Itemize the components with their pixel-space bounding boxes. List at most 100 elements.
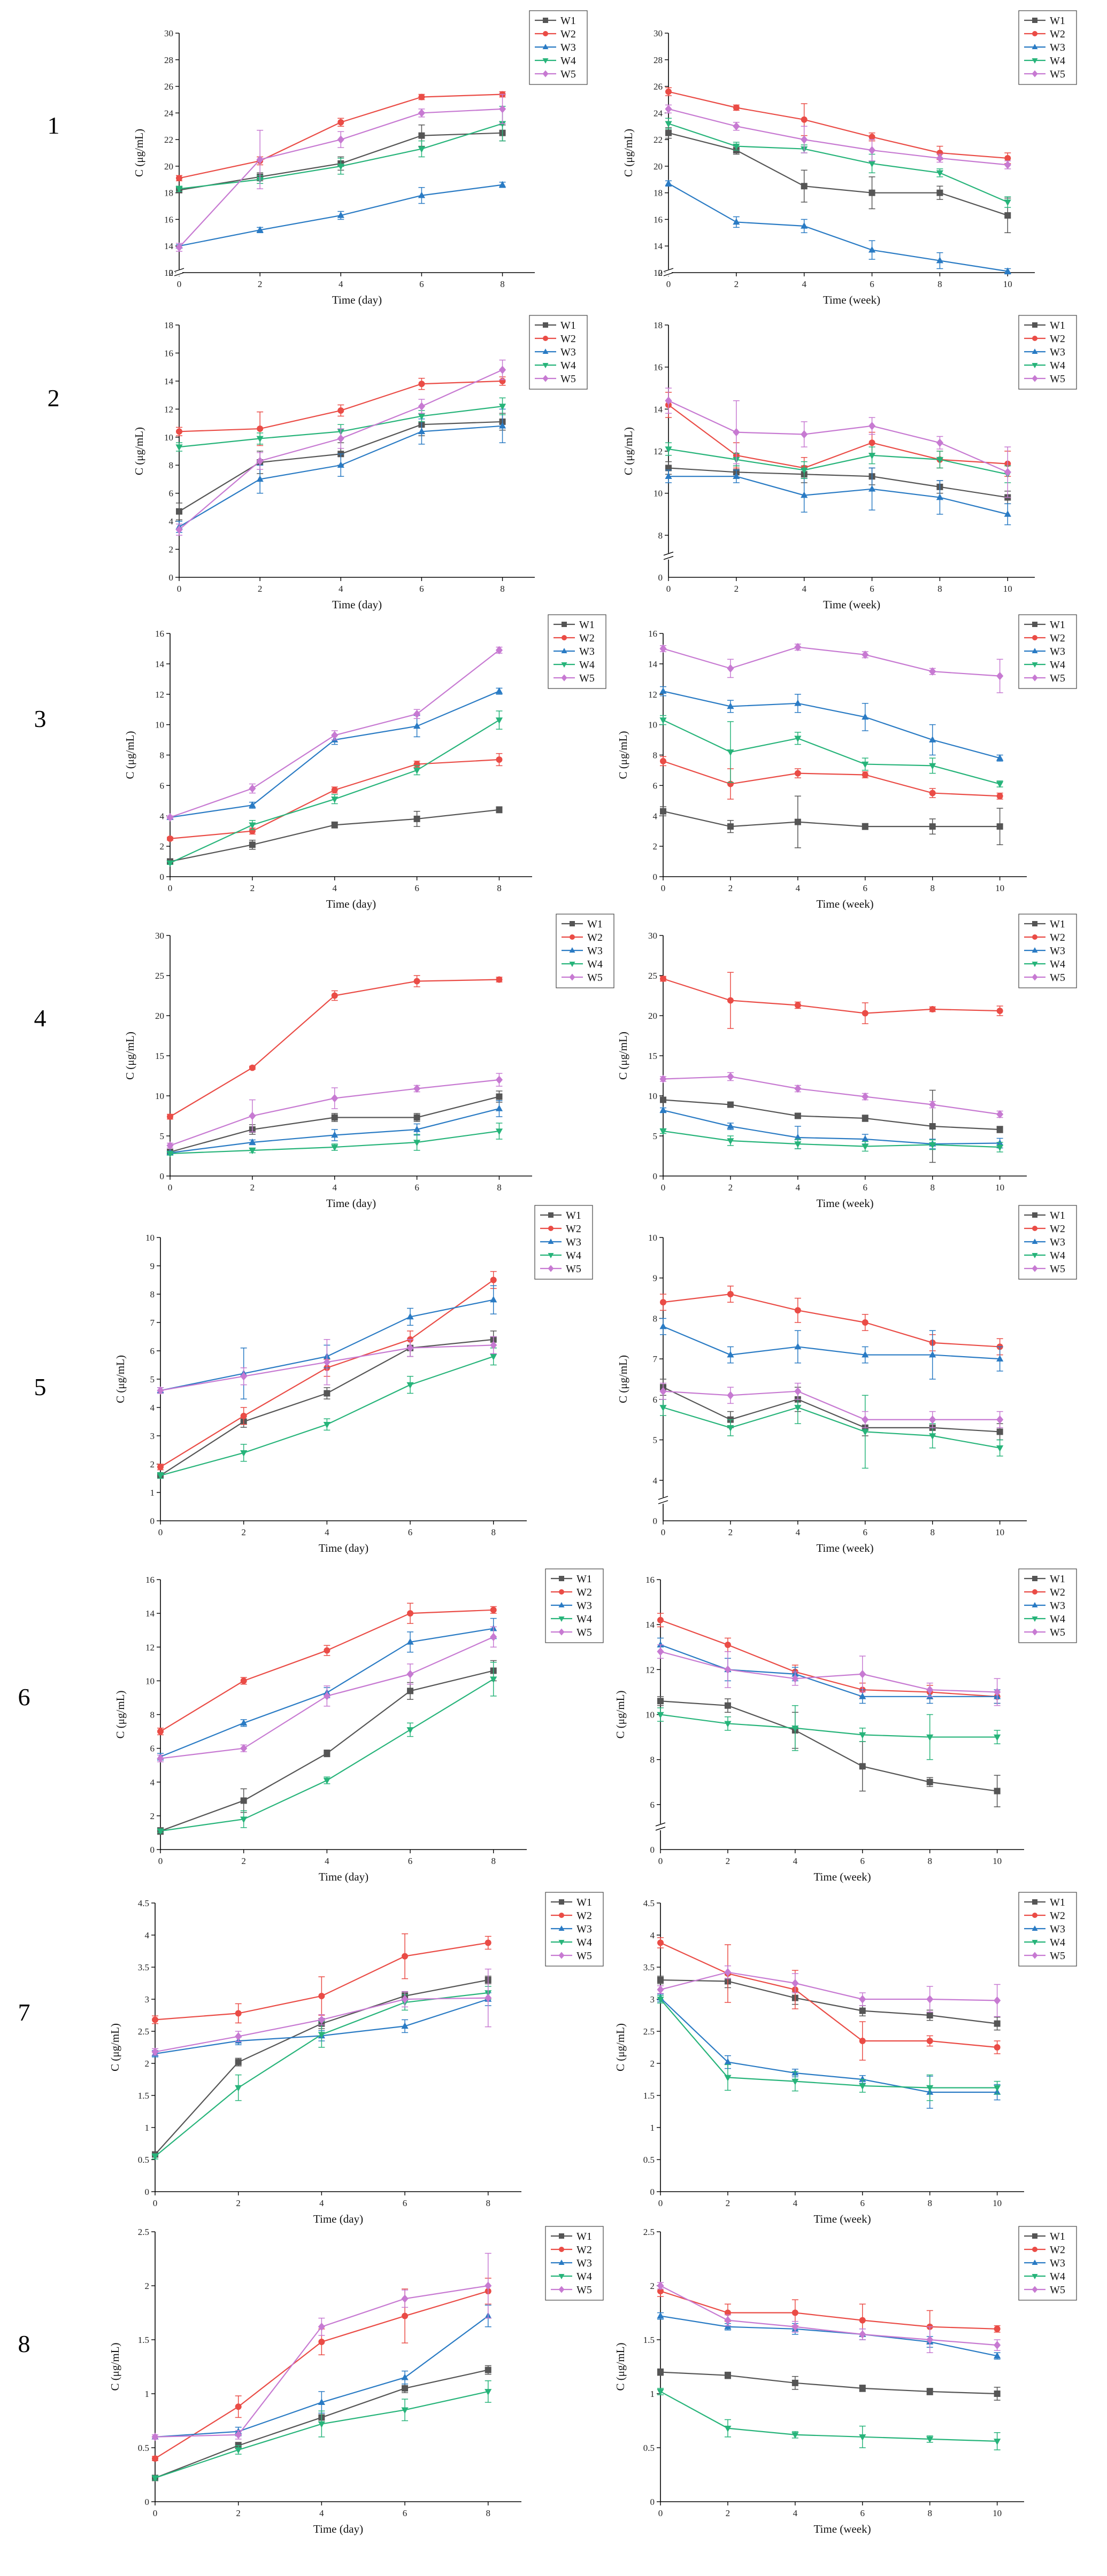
y-tick-label: 4 <box>145 1930 150 1940</box>
legend-marker <box>569 947 575 953</box>
legend-entry-w3: W3 <box>554 646 595 657</box>
series-w4 <box>151 2380 492 2482</box>
series-line <box>179 108 503 248</box>
data-point <box>859 2330 866 2339</box>
data-point <box>994 2044 1001 2051</box>
x-tick-label: 10 <box>995 1527 1004 1537</box>
y-axis-label: C (μg/mL) <box>617 1032 629 1080</box>
data-point <box>240 1372 248 1381</box>
x-tick-label: 8 <box>486 2198 490 2208</box>
data-point <box>337 434 344 443</box>
series-w3 <box>659 1318 1004 1380</box>
legend-label: W2 <box>566 1223 581 1235</box>
y-tick-label: 4.5 <box>643 1898 655 1908</box>
legend-label: W4 <box>1050 2271 1065 2283</box>
legend-marker <box>561 662 567 668</box>
legend-label: W2 <box>1050 333 1065 345</box>
legend-entry-w3: W3 <box>551 2257 592 2269</box>
legend-marker <box>542 375 549 382</box>
x-tick-label: 6 <box>860 2508 865 2518</box>
legend-marker <box>558 2260 565 2265</box>
legend-entry-w2: W2 <box>1024 1587 1065 1598</box>
data-point <box>240 1719 248 1726</box>
y-tick-label: 10 <box>648 720 657 730</box>
legend-label: W4 <box>1050 1613 1065 1625</box>
series-line <box>668 123 1008 203</box>
legend-entry-w4: W4 <box>1024 2271 1065 2283</box>
data-point <box>240 1797 247 1804</box>
data-point <box>727 1351 734 1358</box>
legend-entry-w1: W1 <box>1024 2231 1065 2242</box>
data-point <box>157 1754 164 1763</box>
data-point <box>794 736 802 742</box>
data-point <box>936 154 944 163</box>
x-tick-label: 6 <box>414 883 419 893</box>
data-point <box>337 164 344 171</box>
legend-marker <box>548 1253 554 1258</box>
data-point <box>859 2385 866 2392</box>
x-axis-label: Time (week) <box>823 598 880 611</box>
data-point <box>659 1322 667 1329</box>
axis-break-gap <box>660 1497 666 1504</box>
data-point <box>660 757 666 764</box>
data-point <box>331 1144 339 1151</box>
data-point <box>929 1415 936 1424</box>
legend-label: W1 <box>1050 2231 1065 2242</box>
data-point <box>323 1691 330 1700</box>
data-point <box>495 717 503 724</box>
y-tick-label: 2 <box>653 841 658 852</box>
data-point <box>157 1473 164 1480</box>
data-point <box>323 1358 330 1366</box>
data-point <box>801 430 808 439</box>
y-tick-label: 14 <box>155 659 165 669</box>
data-point <box>401 2022 409 2029</box>
legend-marker <box>1032 947 1038 953</box>
x-tick-label: 4 <box>793 1856 798 1866</box>
data-point <box>926 1995 934 2003</box>
series-w4 <box>657 1995 1001 2101</box>
data-point <box>175 243 183 252</box>
y-tick-label: 5 <box>160 1131 165 1141</box>
legend-marker <box>1032 1602 1038 1607</box>
y-tick-label: 1 <box>145 2123 150 2133</box>
x-tick-label: 8 <box>927 2198 932 2208</box>
data-point <box>868 453 876 460</box>
legend-entry-w1: W1 <box>1024 1897 1065 1908</box>
data-point <box>337 211 344 218</box>
series-w1 <box>665 127 1011 234</box>
data-point <box>151 2433 159 2441</box>
data-point <box>660 808 666 815</box>
data-point <box>175 525 183 534</box>
data-point <box>794 770 801 777</box>
legend-marker <box>1032 1940 1038 1945</box>
x-tick-label: 4 <box>339 584 343 594</box>
data-point <box>727 1291 734 1297</box>
series-w2 <box>660 1286 1003 1356</box>
legend-label: W3 <box>560 42 576 53</box>
data-point <box>727 997 734 1004</box>
legend-label: W1 <box>1050 1210 1065 1221</box>
y-tick-label-origin: 0 <box>658 573 663 583</box>
legend-marker <box>559 1589 564 1595</box>
legend-marker <box>1032 1925 1038 1931</box>
y-tick-label: 16 <box>654 214 663 225</box>
y-tick-label: 1.5 <box>643 2335 655 2345</box>
data-point <box>401 2407 409 2414</box>
series-w4 <box>166 710 503 867</box>
legend-entry-w4: W4 <box>1024 659 1065 671</box>
legend-label: W5 <box>560 68 576 80</box>
legend-marker <box>562 635 567 640</box>
y-tick-label: 3.5 <box>643 1962 655 1972</box>
data-point <box>994 2439 1001 2446</box>
axis-break-mark <box>658 1496 668 1500</box>
series-w4 <box>657 2388 1001 2450</box>
legend-label: W1 <box>1050 320 1065 331</box>
x-tick-label: 2 <box>726 1856 731 1866</box>
series-line <box>663 1326 1000 1360</box>
series-w3 <box>175 181 506 249</box>
legend-marker <box>559 1899 564 1905</box>
x-tick-label: 0 <box>661 1527 666 1537</box>
